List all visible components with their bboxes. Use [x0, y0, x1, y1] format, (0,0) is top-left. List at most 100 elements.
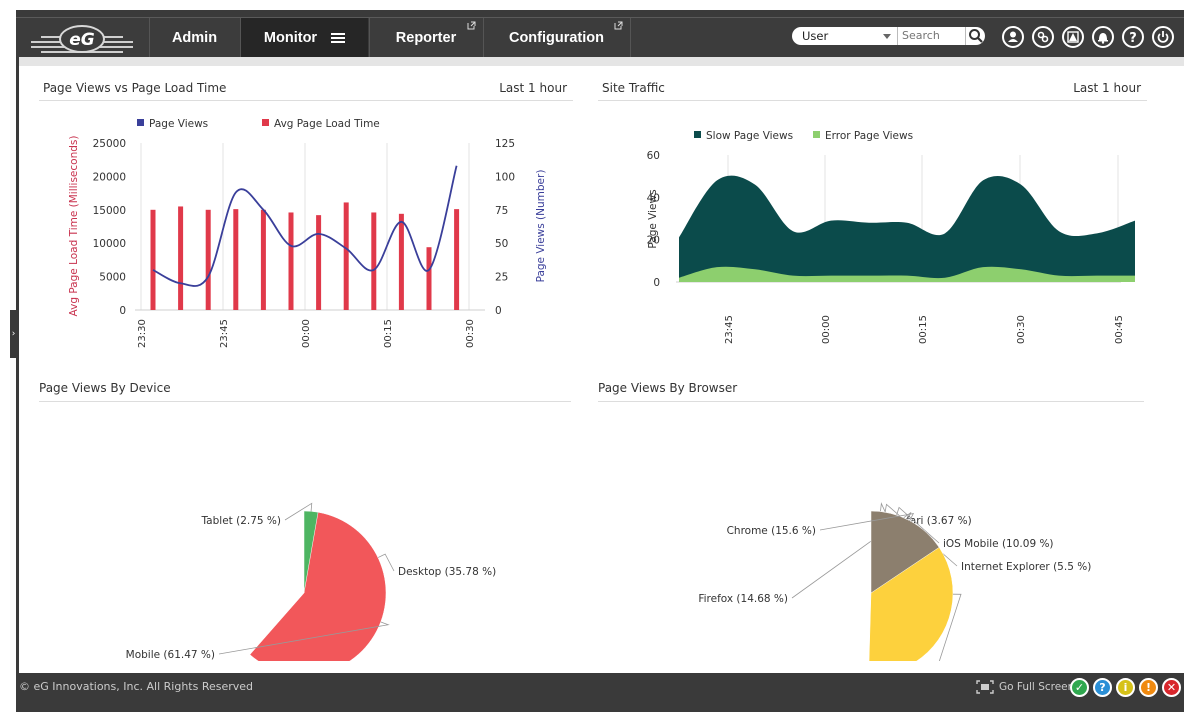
search-input[interactable]: [897, 27, 965, 45]
pv-vs-load-range[interactable]: Last 1 hour: [499, 81, 567, 95]
y-tick-left: 20000: [93, 171, 126, 183]
power-icon[interactable]: [1152, 26, 1174, 48]
y-tick-right: 100: [495, 171, 515, 183]
bar[interactable]: [150, 209, 156, 310]
status-critical-icon[interactable]: ✕: [1162, 678, 1181, 697]
bell-icon[interactable]: [1092, 26, 1114, 48]
search-icon: [969, 29, 983, 43]
pv-vs-load-title: Page Views vs Page Load Time: [43, 81, 227, 95]
pie-label: Mobile (61.47 %): [126, 649, 215, 661]
link-icon[interactable]: [1032, 26, 1054, 48]
bar[interactable]: [233, 209, 239, 310]
pie-label: Desktop (35.78 %): [398, 566, 496, 578]
y-tick-left: 15000: [93, 205, 126, 217]
y-tick-right: 75: [495, 205, 508, 217]
browser-pie-chart: Safari (3.67 %)iOS Mobile (10.09 %)Inter…: [698, 502, 1091, 661]
legend-label[interactable]: Avg Page Load Time: [274, 118, 380, 130]
full-screen-button[interactable]: Go Full Screen: [976, 680, 1074, 694]
chevron-down-icon: [883, 34, 891, 39]
svg-text:?: ?: [1129, 31, 1137, 46]
pie-leader-line: [218, 621, 390, 655]
svg-text:eG: eG: [69, 30, 95, 50]
nav-admin[interactable]: Admin: [149, 18, 239, 58]
legend-label[interactable]: Page Views: [149, 118, 208, 130]
x-tick: 23:45: [219, 319, 230, 348]
legend-swatch: [262, 119, 269, 126]
area-slow-page-views[interactable]: [679, 175, 1135, 282]
pie-slice[interactable]: [249, 510, 387, 661]
x-tick: 23:45: [724, 315, 735, 344]
by-device-title: Page Views By Device: [39, 381, 171, 395]
bar[interactable]: [454, 209, 460, 310]
bar[interactable]: [260, 209, 266, 310]
legend-label[interactable]: Slow Page Views: [706, 130, 793, 142]
pie-label: Tablet (2.75 %): [201, 515, 282, 527]
status-unknown-icon[interactable]: ?: [1093, 678, 1112, 697]
bar[interactable]: [426, 247, 432, 310]
pie-leader-line: [819, 513, 915, 531]
x-tick: 00:15: [918, 315, 929, 344]
y-tick-left: 10000: [93, 238, 126, 250]
status-info-icon[interactable]: i: [1116, 678, 1135, 697]
bar[interactable]: [398, 213, 404, 310]
nav-reporter[interactable]: Reporter: [369, 18, 482, 58]
legend-label[interactable]: Error Page Views: [825, 130, 913, 142]
device-pie-chart: Desktop (35.78 %) Mobile (61.47 %) Tablet …: [126, 502, 496, 661]
top-navbar: eG Admin Monitor Reporter Configuration …: [16, 17, 1184, 58]
x-tick: 00:30: [1016, 315, 1027, 344]
pie-label: iOS Mobile (10.09 %): [943, 538, 1054, 550]
site-traffic-chart: Slow Page Views Error Page Views 0 20 40 60 Pa…: [647, 130, 1135, 344]
bar[interactable]: [371, 212, 377, 310]
y-tick-left: 5000: [99, 272, 126, 284]
help-icon[interactable]: ?: [1122, 26, 1144, 48]
y-axis-label-right: Page Views (Number): [535, 170, 547, 283]
by-browser-title: Page Views By Browser: [598, 381, 738, 395]
x-tick: 00:45: [1114, 315, 1125, 344]
nav-configuration[interactable]: Configuration: [483, 18, 629, 58]
pie-label: Chrome (15.6 %): [727, 525, 816, 537]
external-link-icon: [614, 21, 623, 30]
y-tick: 40: [647, 192, 660, 204]
sidebar-expand-toggle[interactable]: ›: [10, 310, 17, 358]
footer: © eG Innovations, Inc. All Rights Reserv…: [16, 673, 1184, 702]
y-axis-label-left: Avg Page Load Time (Milliseconds): [68, 136, 80, 317]
pie-slice[interactable]: [870, 510, 940, 594]
bar[interactable]: [316, 215, 322, 310]
bar[interactable]: [343, 202, 349, 310]
x-tick: 00:00: [821, 315, 832, 344]
x-tick: 00:15: [383, 319, 394, 348]
pie-leader-line: [896, 506, 940, 544]
fullscreen-icon: [976, 680, 994, 694]
external-link-icon: [467, 21, 476, 30]
series-line-page-views[interactable]: [152, 165, 458, 287]
status-ok-icon[interactable]: ✓: [1070, 678, 1089, 697]
alert-icon[interactable]: [1062, 26, 1084, 48]
legend-swatch: [137, 119, 144, 126]
search-button[interactable]: [965, 27, 985, 45]
y-tick-left: 25000: [93, 138, 126, 150]
x-tick: 00:00: [301, 319, 312, 348]
bar[interactable]: [178, 206, 184, 310]
legend-swatch: [813, 131, 820, 138]
y-tick: 0: [653, 277, 660, 289]
menu-icon[interactable]: [331, 32, 346, 44]
user-icon[interactable]: [1002, 26, 1024, 48]
y-tick-right: 125: [495, 138, 515, 150]
status-warning-icon[interactable]: !: [1139, 678, 1158, 697]
bar[interactable]: [205, 209, 211, 310]
y-axis-label: Page Views: [647, 189, 659, 248]
site-traffic-range[interactable]: Last 1 hour: [1073, 81, 1141, 95]
pv-vs-load-chart: Page Views Avg Page Load Time 0 5000 10000 15…: [68, 118, 547, 348]
x-tick: 00:30: [465, 319, 476, 348]
pie-leader-line: [791, 512, 912, 599]
search-scope-select[interactable]: User: [792, 27, 897, 45]
area-error-page-views[interactable]: [679, 266, 1135, 282]
nav-monitor[interactable]: Monitor: [240, 18, 368, 58]
eg-logo[interactable]: eG: [16, 18, 148, 58]
full-screen-label: Go Full Screen: [999, 681, 1075, 693]
pie-leader-line: [938, 593, 962, 661]
bar[interactable]: [288, 212, 294, 310]
dashboard-content: Page Views vs Page Load Time Last 1 hour…: [19, 66, 1184, 673]
y-tick-right: 0: [495, 305, 502, 317]
y-tick-left: 0: [119, 305, 126, 317]
